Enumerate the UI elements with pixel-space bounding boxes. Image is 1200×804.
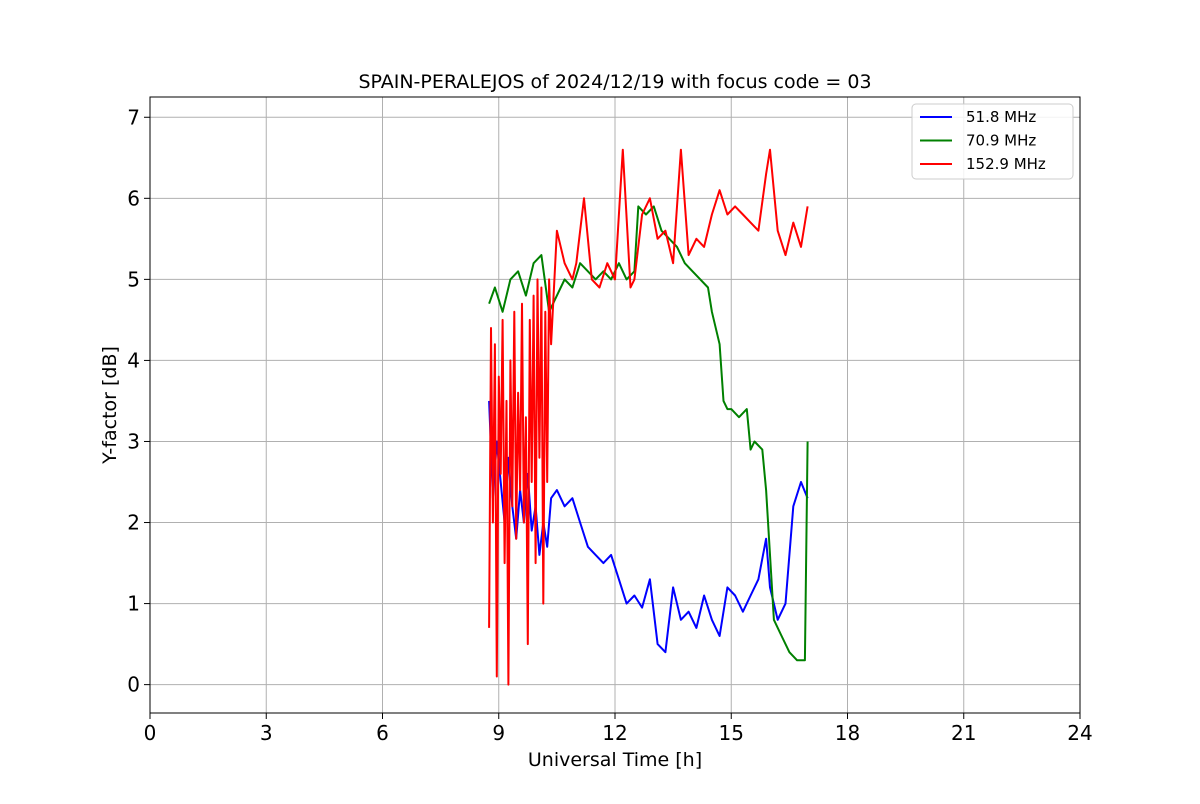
x-tick-label: 0 xyxy=(144,721,157,745)
x-axis: 0 3 6 9 12 15 18 21 24 xyxy=(144,713,1093,745)
y-tick-label: 0 xyxy=(127,673,140,697)
legend-label-1: 70.9 MHz xyxy=(966,132,1036,150)
x-tick-label: 24 xyxy=(1067,721,1092,745)
y-tick-label: 1 xyxy=(127,592,140,616)
x-tick-label: 15 xyxy=(719,721,744,745)
series-line-2 xyxy=(488,148,809,686)
y-tick-label: 6 xyxy=(127,186,140,210)
legend: 51.8 MHz 70.9 MHz 152.9 MHz xyxy=(911,103,1074,180)
series-line-0 xyxy=(488,400,809,654)
series-layer xyxy=(488,148,809,686)
chart-title: SPAIN-PERALEJOS of 2024/12/19 with focus… xyxy=(358,71,871,93)
legend-label-0: 51.8 MHz xyxy=(966,108,1036,126)
x-tick-label: 18 xyxy=(835,721,860,745)
y-axis: 0 1 2 3 4 5 6 7 xyxy=(127,105,150,697)
y-tick-label: 4 xyxy=(127,348,140,372)
x-tick-label: 21 xyxy=(951,721,976,745)
legend-label-2: 152.9 MHz xyxy=(966,155,1046,173)
y-tick-label: 2 xyxy=(127,511,140,535)
x-axis-label: Universal Time [h] xyxy=(528,749,702,771)
x-tick-label: 12 xyxy=(602,721,627,745)
x-tick-label: 6 xyxy=(376,721,389,745)
y-axis-label: Y-factor [dB] xyxy=(99,346,121,465)
y-tick-label: 3 xyxy=(127,429,140,453)
y-tick-label: 5 xyxy=(127,267,140,291)
legend-box xyxy=(911,103,1074,180)
y-tick-label: 7 xyxy=(127,105,140,129)
x-tick-label: 9 xyxy=(492,721,505,745)
x-tick-label: 3 xyxy=(260,721,273,745)
